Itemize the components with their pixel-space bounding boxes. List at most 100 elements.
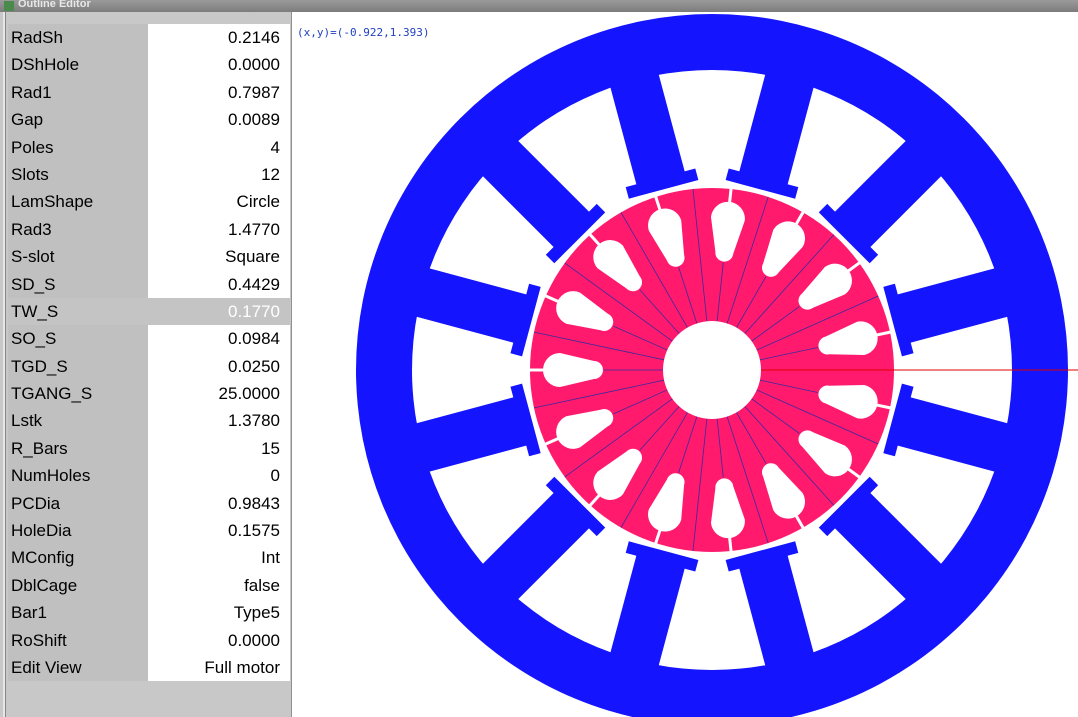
property-row[interactable]: R_Bars 15	[8, 434, 290, 463]
rotor-line	[692, 188, 708, 322]
rotor-line	[726, 196, 769, 324]
rotor-bar	[736, 209, 806, 328]
bar-neck	[794, 514, 806, 531]
property-row[interactable]: RadSh 0.2146	[8, 24, 290, 52]
property-row[interactable]: Poles 4	[8, 133, 290, 161]
property-row[interactable]: TGANG_S 25.0000	[8, 380, 290, 408]
stator-tooth	[725, 541, 815, 670]
property-row[interactable]: SO_S 0.0984	[8, 325, 290, 353]
tooth-shoe	[725, 168, 799, 199]
rotor-line	[744, 234, 835, 334]
tooth-body	[887, 394, 1012, 473]
rotor-line	[736, 412, 767, 464]
property-row[interactable]: Bar1 Type5	[8, 599, 290, 627]
stator-tooth	[725, 70, 815, 199]
bar-slot	[762, 221, 805, 277]
property-row[interactable]: Rad3 1.4770	[8, 215, 290, 244]
property-name: Bar1	[8, 599, 148, 627]
property-row[interactable]: RoShift 0.0000	[8, 626, 290, 654]
rotor-divider	[744, 234, 835, 334]
tooth-body	[412, 394, 537, 473]
property-value: 12	[148, 160, 290, 189]
rotor-line	[620, 412, 688, 528]
property-row[interactable]: Edit View Full motor	[8, 653, 290, 682]
property-name: DblCage	[8, 571, 148, 600]
tooth-body	[609, 70, 688, 195]
property-value: 0.9843	[148, 489, 290, 518]
property-value: false	[148, 571, 290, 600]
property-row[interactable]: Slots 12	[8, 160, 290, 189]
bar-neck	[587, 493, 601, 508]
property-value: 15	[148, 434, 290, 463]
bar-neck	[847, 260, 862, 273]
tooth-shoe	[625, 541, 699, 572]
property-value: 0.4429	[148, 270, 290, 298]
property-name: TW_S	[8, 297, 148, 326]
property-row[interactable]: NumHoles 0	[8, 462, 290, 490]
bar-slot	[818, 384, 878, 419]
bar-neck	[653, 194, 662, 211]
property-row[interactable]: DShHole 0.0000	[8, 51, 290, 79]
property-row[interactable]: Gap 0.0089	[8, 106, 290, 134]
rotor-bar	[751, 398, 862, 480]
property-row[interactable]: DblCage false	[8, 571, 290, 600]
rotor-bar	[710, 418, 745, 554]
property-row[interactable]: MConfig Int	[8, 544, 290, 572]
property-row[interactable]: S-slot Square	[8, 243, 290, 271]
bar-slot	[543, 353, 603, 387]
bar-slot	[798, 430, 852, 477]
rotor-bar	[751, 260, 862, 342]
rotor-line	[726, 416, 769, 544]
property-name: PCDia	[8, 489, 148, 518]
property-row[interactable]: TGD_S 0.0250	[8, 352, 290, 381]
rotor-divider	[726, 416, 769, 544]
property-name: Poles	[8, 133, 148, 161]
property-row[interactable]: SD_S 0.4429	[8, 270, 290, 298]
rotor-divider	[533, 331, 665, 361]
bar-slot	[710, 478, 745, 539]
property-row[interactable]: Rad1 0.7987	[8, 78, 290, 107]
bar-neck	[528, 368, 544, 372]
property-name: SD_S	[8, 270, 148, 298]
rotor-line	[751, 306, 800, 342]
tooth-shoe	[725, 541, 799, 572]
rotor-bar	[528, 353, 663, 387]
stator-tooth	[480, 138, 606, 264]
rotor-line	[639, 406, 680, 451]
rotor-divider	[564, 398, 673, 478]
property-name: RoShift	[8, 626, 148, 654]
tooth-shoe	[545, 203, 606, 264]
property-name: NumHoles	[8, 462, 148, 490]
property-name: TGD_S	[8, 352, 148, 381]
rotor-line	[744, 406, 835, 506]
bar-neck	[728, 186, 733, 204]
property-row[interactable]: HoleDia 0.1575	[8, 517, 290, 545]
rotor-bar	[710, 186, 745, 322]
property-name: SO_S	[8, 325, 148, 353]
tooth-shoe	[818, 203, 879, 264]
tooth-body	[736, 545, 815, 670]
property-row[interactable]: Lstk 1.3780	[8, 407, 290, 435]
rotor-bar	[543, 389, 668, 449]
bar-slot	[761, 463, 805, 519]
property-name: Edit View	[8, 653, 148, 682]
rotor-line	[533, 379, 665, 409]
property-value: Type5	[148, 599, 290, 627]
rotor-line	[620, 212, 688, 328]
property-value: Int	[148, 544, 290, 572]
property-value: 1.4770	[148, 215, 290, 244]
property-row[interactable]: PCDia 0.9843	[8, 489, 290, 518]
stator-tooth	[480, 476, 606, 602]
tooth-shoe	[883, 383, 914, 457]
bar-neck	[653, 529, 662, 546]
property-value: 25.0000	[148, 380, 290, 408]
property-row[interactable]: TW_S 0.1770	[8, 297, 290, 326]
property-row[interactable]: LamShape Circle	[8, 188, 290, 216]
rotor-line	[613, 389, 668, 415]
rotor-bar	[648, 416, 698, 546]
bar-neck	[543, 293, 560, 304]
shaft	[663, 321, 761, 419]
tooth-shoe	[883, 283, 914, 357]
bar-slot	[556, 291, 614, 331]
bar-neck	[587, 232, 601, 247]
